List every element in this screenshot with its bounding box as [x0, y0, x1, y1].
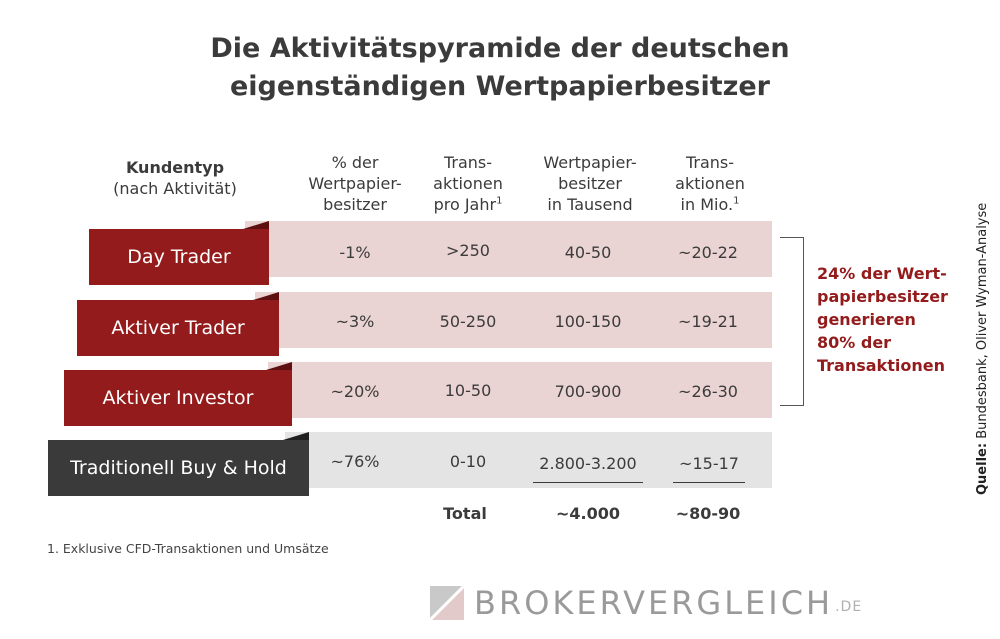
row-label-aktiver-investor: Aktiver Investor: [64, 370, 292, 426]
header-kundentyp: Kundentyp (nach Aktivität): [95, 157, 255, 199]
cell-buy-hold-mio: ~15-17: [673, 454, 745, 483]
source-text: Bundesbank, Oliver Wyman-Analyse: [975, 202, 990, 439]
page-title: Die Aktivitätspyramide der deutschen eig…: [0, 30, 1000, 106]
header-besitzer: Wertpapier- besitzer in Tausend: [525, 152, 655, 215]
cell-buy-hold-trans: 0-10: [449, 452, 487, 471]
header-kundentyp-subtitle: (nach Aktivität): [113, 179, 237, 198]
source-note: Quelle: Bundesbank, Oliver Wyman-Analyse: [975, 203, 990, 495]
callout-text: 24% der Wert- papierbesitzer generieren …: [817, 262, 967, 377]
row-label-aktiver-investor-text: Aktiver Investor: [102, 387, 254, 409]
row-band-aktiver-trader: [255, 292, 772, 348]
row-band-buy-hold: [285, 432, 772, 488]
cell-day-trader-besitzer: 40-50: [564, 243, 612, 262]
callout-line-1: 24% der Wert-: [817, 264, 947, 283]
row-label-aktiver-trader: Aktiver Trader: [77, 300, 279, 356]
header-pct-line-1: % der: [331, 153, 379, 172]
title-line-2: eigenständigen Wertpapierbesitzer: [229, 71, 770, 102]
row-label-day-trader: Day Trader: [89, 229, 269, 285]
cell-day-trader-mio: ~20-22: [678, 243, 738, 262]
row-band-day-trader: [245, 221, 772, 277]
header-besitzer-line-3: in Tausend: [547, 195, 633, 214]
total-besitzer: ~4.000: [555, 504, 620, 523]
total-label: Total: [443, 504, 487, 523]
header-trans-jahr-line-1: Trans-: [443, 153, 493, 172]
title-line-1: Die Aktivitätspyramide der deutschen: [210, 33, 790, 64]
cell-day-trader-trans: >250: [446, 241, 490, 260]
header-besitzer-line-2: besitzer: [558, 174, 622, 193]
total-mio: ~80-90: [675, 504, 741, 523]
cell-aktiver-investor-trans: 10-50: [444, 381, 492, 400]
callout-line-5: Transaktionen: [817, 356, 945, 375]
logo-icon: [430, 586, 464, 620]
callout-line-2: papierbesitzer: [817, 287, 948, 306]
cell-aktiver-trader-pct: ~3%: [335, 312, 375, 331]
header-trans-mio-sup: 1: [733, 195, 740, 207]
row-label-aktiver-trader-text: Aktiver Trader: [111, 317, 245, 339]
header-trans-mio-line-2: aktionen: [675, 174, 745, 193]
source-label: Quelle:: [975, 442, 990, 495]
footnote: 1. Exklusive CFD-Transaktionen und Umsät…: [47, 541, 329, 556]
cell-aktiver-investor-mio: ~26-30: [678, 382, 738, 401]
cell-aktiver-trader-mio: ~19-21: [678, 312, 738, 331]
label-fold-aktiver-investor: [266, 362, 292, 370]
header-pct-line-3: besitzer: [323, 195, 387, 214]
cell-buy-hold-pct: ~76%: [330, 452, 380, 471]
callout-line-3: generieren: [817, 310, 916, 329]
cell-day-trader-pct: -1%: [339, 243, 371, 262]
header-trans-mio: Trans- aktionen in Mio.1: [655, 152, 765, 215]
callout-line-4: 80% der: [817, 333, 892, 352]
row-label-day-trader-text: Day Trader: [127, 246, 231, 268]
row-label-buy-hold: Traditionell Buy & Hold: [48, 440, 309, 496]
label-fold-aktiver-trader: [253, 292, 279, 300]
header-pct: % der Wertpapier- besitzer: [295, 152, 415, 215]
cell-buy-hold-besitzer: 2.800-3.200: [533, 454, 643, 483]
group-bracket: [780, 237, 804, 406]
header-trans-jahr: Trans- aktionen pro Jahr1: [408, 152, 528, 215]
row-label-buy-hold-text: Traditionell Buy & Hold: [70, 457, 287, 479]
header-kundentyp-title: Kundentyp: [125, 158, 225, 177]
header-trans-jahr-text: pro Jahr: [433, 195, 497, 214]
header-trans-jahr-line-2: aktionen: [433, 174, 503, 193]
logo-suffix: .DE: [835, 599, 863, 615]
cell-aktiver-investor-pct: ~20%: [330, 382, 380, 401]
header-trans-mio-line-3: in Mio.1: [655, 194, 765, 215]
cell-aktiver-trader-trans: 50-250: [439, 312, 497, 331]
header-trans-mio-line-1: Trans-: [685, 153, 735, 172]
logo-text: BROKERVERGLEICH: [474, 584, 834, 622]
label-fold-buy-hold: [283, 432, 309, 440]
header-trans-mio-text: in Mio.: [680, 195, 734, 214]
cell-aktiver-investor-besitzer: 700-900: [554, 382, 622, 401]
cell-aktiver-trader-besitzer: 100-150: [554, 312, 622, 331]
label-fold-day-trader: [243, 221, 269, 229]
header-trans-jahr-sup: 1: [496, 195, 503, 207]
brand-logo: BROKERVERGLEICH .DE: [430, 583, 862, 623]
row-band-aktiver-investor: [268, 362, 772, 418]
header-trans-jahr-line-3: pro Jahr1: [408, 194, 528, 215]
header-pct-line-2: Wertpapier-: [308, 174, 402, 193]
header-besitzer-line-1: Wertpapier-: [543, 153, 637, 172]
